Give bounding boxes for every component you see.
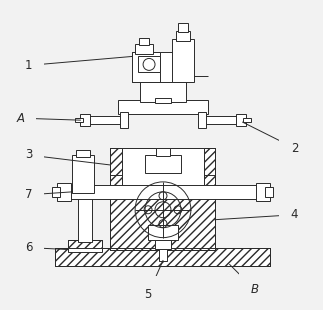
Bar — [236, 114, 245, 126]
Bar — [72, 155, 94, 193]
Bar — [110, 148, 215, 250]
Text: 5: 5 — [144, 288, 152, 301]
Bar — [198, 112, 206, 128]
Bar — [120, 112, 128, 128]
Bar — [56, 248, 269, 265]
Bar — [155, 98, 171, 103]
Bar — [76, 150, 90, 157]
Bar — [178, 23, 188, 32]
Bar — [110, 148, 215, 250]
Bar — [57, 183, 71, 201]
Bar — [56, 248, 269, 265]
Text: 3: 3 — [25, 148, 32, 162]
Bar — [265, 187, 273, 197]
Text: B: B — [251, 283, 259, 296]
Bar — [176, 31, 190, 41]
Bar — [140, 80, 186, 102]
Text: 7: 7 — [25, 188, 32, 201]
Bar — [148, 225, 178, 240]
Text: 6: 6 — [25, 241, 32, 254]
Text: 2: 2 — [291, 142, 298, 154]
Bar — [138, 56, 160, 72]
Bar — [118, 100, 208, 114]
Bar — [68, 240, 102, 250]
Bar — [68, 240, 102, 250]
Bar — [204, 116, 238, 124]
Bar — [172, 38, 194, 82]
Bar — [132, 52, 192, 82]
Bar — [78, 190, 92, 241]
Text: 4: 4 — [291, 208, 298, 221]
Bar — [255, 183, 269, 201]
Bar — [243, 118, 251, 122]
Bar — [135, 45, 153, 55]
Bar — [159, 249, 167, 260]
Bar — [145, 155, 181, 173]
Bar — [122, 148, 204, 193]
Bar — [88, 116, 122, 124]
Bar — [68, 185, 257, 199]
Bar — [75, 118, 83, 122]
Bar — [139, 38, 149, 46]
Bar — [80, 114, 90, 126]
Bar — [156, 148, 170, 156]
Bar — [68, 248, 102, 252]
Text: 1: 1 — [25, 59, 32, 72]
Bar — [53, 187, 60, 197]
Bar — [132, 52, 160, 82]
Text: A: A — [16, 112, 25, 125]
Bar — [155, 240, 171, 249]
